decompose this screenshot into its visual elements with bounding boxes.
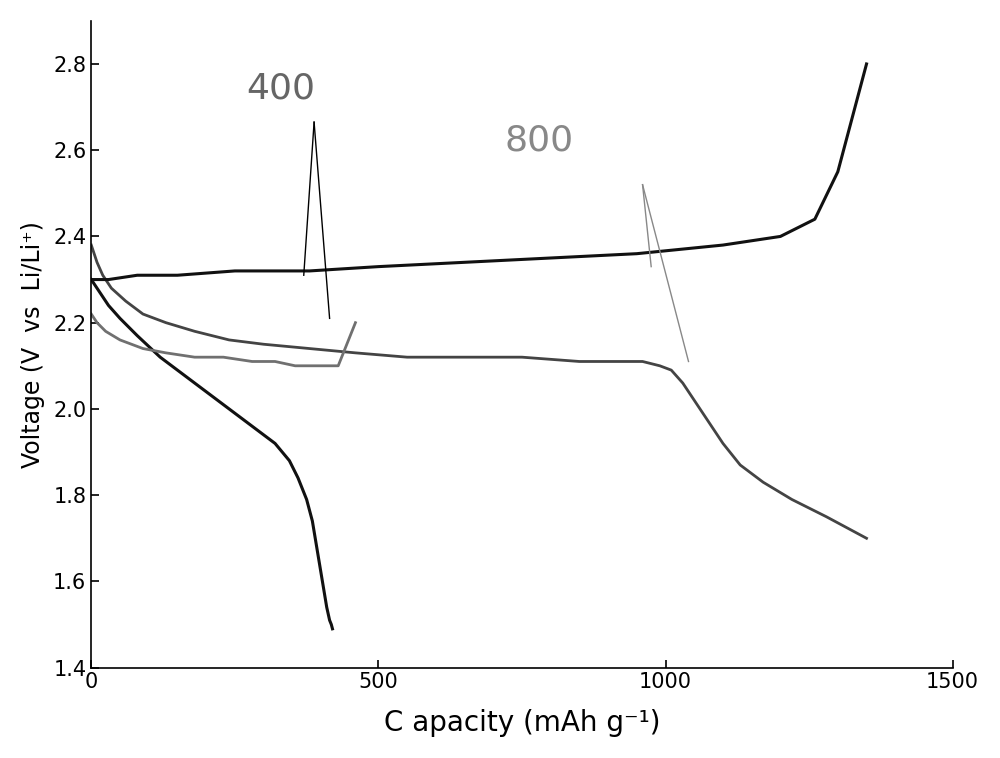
Y-axis label: Voltage (V  vs  Li/Li⁺): Voltage (V vs Li/Li⁺) — [21, 221, 45, 468]
X-axis label: C apacity (mAh g⁻¹): C apacity (mAh g⁻¹) — [384, 709, 660, 738]
Text: 800: 800 — [505, 124, 574, 157]
Text: 400: 400 — [246, 71, 315, 105]
